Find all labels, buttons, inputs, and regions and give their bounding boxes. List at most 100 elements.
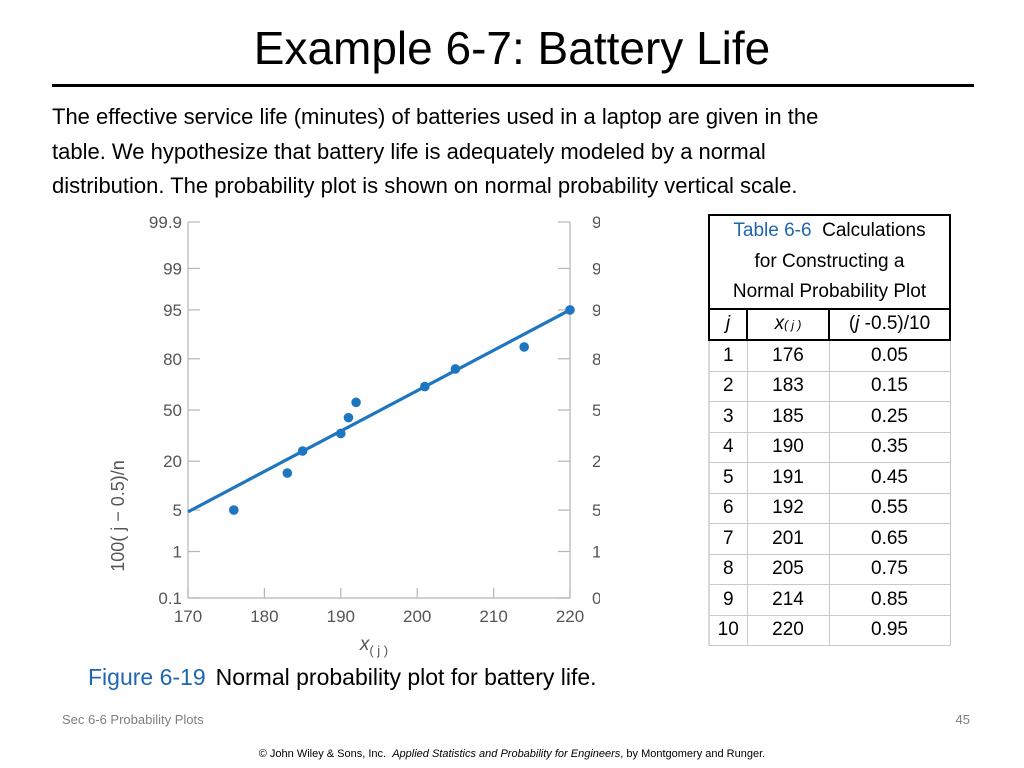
- plot-marks: [187, 305, 575, 515]
- y-tick-label-right: 80: [592, 350, 600, 369]
- table-row: 1 176 0.05: [708, 339, 951, 372]
- header-x: x( j ): [746, 307, 830, 341]
- table-row: 6 192 0.55: [708, 492, 951, 524]
- title-underline: [52, 84, 974, 87]
- x-tick-label: 190: [327, 607, 355, 626]
- cell-p: 0.45: [828, 462, 951, 494]
- x-axis-label: x( j ): [359, 634, 388, 658]
- x-tick-label: 170: [174, 607, 202, 626]
- y-tick-label-left: 99.9: [149, 213, 182, 232]
- table-body: 1 176 0.05 2 183 0.15 3 185 0.25 4 190 0.35 5 191 0.45…: [708, 339, 951, 646]
- table-caption-text-1: Calculations: [822, 220, 926, 241]
- data-point: [229, 505, 239, 515]
- cell-p: 0.75: [828, 553, 951, 585]
- cell-j: 7: [708, 523, 748, 555]
- data-point: [450, 364, 461, 374]
- cell-x: 183: [746, 370, 830, 402]
- cell-x: 185: [746, 401, 830, 433]
- x-tick-label: 180: [250, 607, 278, 626]
- fitted-line: [187, 308, 571, 514]
- cell-p: 0.25: [828, 401, 951, 433]
- cell-p: 0.85: [828, 584, 951, 616]
- cell-x: 201: [746, 523, 830, 555]
- header-p: (j -0.5)/10: [828, 307, 951, 341]
- intro-line-3: distribution. The probability plot is sh…: [52, 173, 798, 198]
- cell-j: 8: [708, 553, 748, 585]
- y-tick-label-right: 20: [592, 452, 600, 471]
- cell-p: 0.15: [828, 370, 951, 402]
- cell-x: 220: [746, 614, 830, 646]
- cell-p: 0.35: [828, 431, 951, 463]
- cell-j: 1: [708, 339, 748, 372]
- footer-section: Sec 6-6 Probability Plots: [62, 712, 204, 727]
- cell-x: 214: [746, 584, 830, 616]
- table-header-row: j x( j ) (j -0.5)/10: [708, 307, 951, 341]
- intro-line-2: table. We hypothesize that battery life …: [52, 138, 766, 164]
- table-row: 10 220 0.95: [708, 614, 951, 646]
- cell-j: 2: [708, 370, 748, 402]
- intro-line-1: The effective service life (minutes) of …: [52, 104, 819, 129]
- figure-label: Figure 6-19: [88, 664, 206, 690]
- normal-probability-plot: 0.1 0.1 1 1 5 5 20 20 50 50 80 80 95 95 99 99 99.9 99.9 17…: [108, 213, 600, 658]
- cell-p: 0.65: [828, 523, 951, 555]
- slide-title: Example 6-7: Battery Life: [253, 22, 771, 74]
- cell-p: 0.55: [828, 492, 951, 524]
- cell-j: 5: [708, 462, 748, 494]
- table-caption: Table 6-6 Calculations for Constructing …: [708, 214, 951, 310]
- y-tick-label-right: 1: [592, 543, 600, 562]
- cell-p: 0.05: [828, 339, 951, 372]
- figure-caption: Figure 6-19 Normal probability plot for b…: [88, 664, 597, 691]
- data-point: [282, 468, 293, 478]
- y-tick-label-left: 20: [163, 452, 182, 471]
- y-tick-label-right: 5: [592, 501, 600, 520]
- intro-paragraph: The effective service life (minutes) of …: [52, 100, 982, 204]
- cell-j: 4: [708, 431, 748, 463]
- cell-x: 191: [746, 462, 830, 494]
- copyright-credit: © John Wiley & Sons, Inc. Applied Statis…: [258, 748, 766, 760]
- y-tick-label-right: 50: [592, 401, 600, 420]
- data-point: [336, 428, 346, 439]
- data-point: [519, 342, 529, 352]
- cell-x: 205: [746, 553, 830, 585]
- y-tick-label-right: 99.9: [592, 213, 600, 232]
- table-row: 4 190 0.35: [708, 431, 951, 463]
- y-tick-label-left: 95: [163, 301, 182, 320]
- table-row: 9 214 0.85: [708, 584, 951, 616]
- page-number: 45: [955, 712, 970, 727]
- y-tick-label-left: 5: [173, 501, 182, 520]
- plot-ticks: 0.1 0.1 1 1 5 5 20 20 50 50 80 80 95 95 99 99 99.9 99.9 17…: [149, 213, 600, 626]
- y-tick-label-left: 99: [163, 259, 182, 278]
- data-point: [351, 397, 361, 408]
- y-tick-label-left: 50: [163, 401, 182, 420]
- calculation-table: Table 6-6 Calculations for Constructing …: [708, 214, 951, 646]
- cell-x: 190: [746, 431, 830, 463]
- y-tick-label-right: 95: [592, 301, 600, 320]
- x-tick-label: 220: [556, 607, 584, 626]
- x-tick-label: 210: [479, 607, 507, 626]
- calculation-table-wrapper: Table 6-6 Calculations for Constructing …: [708, 214, 951, 646]
- table-label: Table 6-6: [733, 220, 812, 241]
- data-point: [343, 412, 354, 423]
- cell-p: 0.95: [828, 614, 951, 646]
- table-caption-text-3: Normal Probability Plot: [732, 281, 927, 302]
- cell-j: 9: [708, 584, 748, 616]
- header-j: j: [708, 307, 748, 341]
- figure-caption-text: Normal probability plot for battery life…: [215, 664, 597, 690]
- y-tick-label-right: 99: [592, 259, 600, 278]
- cell-j: 6: [708, 492, 748, 524]
- table-row: 5 191 0.45: [708, 462, 951, 494]
- y-tick-label-left: 80: [163, 350, 182, 369]
- table-row: 3 185 0.25: [708, 401, 951, 433]
- x-tick-label: 200: [403, 607, 431, 626]
- y-tick-label-left: 1: [173, 543, 182, 562]
- data-point: [565, 305, 575, 315]
- table-row: 2 183 0.15: [708, 370, 951, 402]
- y-tick-label-left: 0.1: [158, 589, 182, 608]
- table-caption-text-2: for Constructing a: [754, 250, 905, 272]
- data-point: [420, 381, 430, 392]
- cell-x: 176: [746, 339, 830, 372]
- table-row: 7 201 0.65: [708, 523, 951, 555]
- data-point: [297, 446, 308, 456]
- cell-j: 10: [708, 614, 748, 646]
- table-row: 8 205 0.75: [708, 553, 951, 585]
